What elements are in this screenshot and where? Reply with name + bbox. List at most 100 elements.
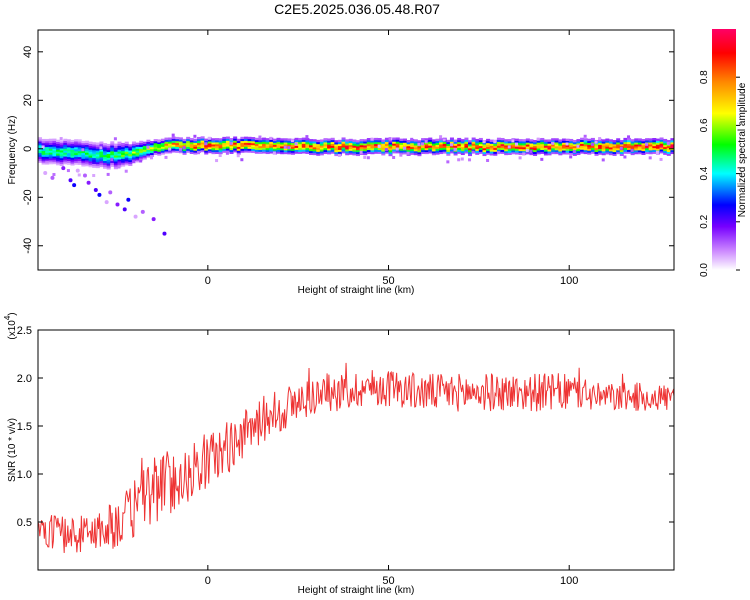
heatmap-cell — [84, 162, 89, 165]
heatmap-cell — [337, 139, 342, 143]
heatmap-cell — [92, 153, 97, 157]
heatmap-cell — [218, 147, 223, 151]
colorbar: 0.00.20.40.60.8 Normalized spectral ampl… — [699, 29, 748, 277]
heatmap-cell — [106, 143, 111, 147]
heatmap-cell — [648, 138, 653, 141]
heatmap-cell — [554, 151, 559, 155]
heatmap-cell — [370, 149, 375, 153]
heatmap-cell — [287, 142, 292, 145]
heatmap-cell — [258, 145, 263, 149]
heatmap-cell — [287, 152, 292, 155]
heatmap-cell — [439, 140, 444, 143]
heatmap-cell — [106, 157, 111, 160]
heatmap-cell — [363, 147, 368, 150]
heatmap-cell — [193, 134, 197, 138]
heatmap-cell — [515, 148, 520, 151]
heatmap-cell — [207, 145, 212, 148]
heatmap-cell — [569, 142, 574, 146]
heatmap-scatter-point — [97, 192, 102, 197]
heatmap-cell — [48, 150, 53, 153]
heatmap-cell — [121, 154, 126, 157]
heatmap-cell — [294, 137, 299, 141]
heatmap-cell — [356, 144, 361, 147]
heatmap-cell — [449, 139, 454, 142]
heatmap-cell — [424, 145, 429, 149]
heatmap-cell — [117, 155, 122, 158]
heatmap-cell — [164, 143, 169, 146]
heatmap-cell — [500, 139, 505, 143]
heatmap-cell — [670, 151, 675, 155]
heatmap-cell — [283, 145, 287, 149]
heatmap-cell — [309, 142, 314, 146]
heatmap-cell — [666, 151, 671, 154]
heatmap-cell — [395, 141, 400, 144]
heatmap-cell — [236, 148, 241, 151]
heatmap-cell — [316, 147, 321, 150]
heatmap-cell — [103, 148, 108, 152]
heatmap-cell — [356, 147, 361, 151]
heatmap-cell — [511, 144, 516, 147]
heatmap-cell — [77, 139, 82, 142]
heatmap-cell — [337, 147, 342, 150]
heatmap-cell — [493, 147, 498, 150]
heatmap-cell — [312, 139, 317, 142]
spectrogram-x-ticks: 0 50 100 — [205, 30, 578, 287]
heatmap-cell — [486, 140, 491, 144]
heatmap-cell — [287, 138, 292, 141]
heatmap-cell — [551, 149, 556, 153]
heatmap-cell — [533, 153, 538, 156]
heatmap-scatter-point — [61, 166, 66, 171]
heatmap-cell — [99, 155, 104, 158]
heatmap-cell — [186, 140, 191, 144]
heatmap-cell — [504, 146, 509, 150]
heatmap-cell — [536, 137, 540, 141]
heatmap-cell — [496, 143, 501, 146]
heatmap-cell — [128, 150, 133, 153]
heatmap-cell — [352, 143, 357, 146]
heatmap-cell — [95, 148, 100, 151]
heatmap-cell — [327, 146, 332, 149]
heatmap-cell — [352, 153, 357, 156]
heatmap-cell — [290, 142, 295, 146]
heatmap-cell — [525, 146, 530, 149]
heatmap-cell — [171, 144, 176, 147]
spectrogram-frame — [37, 29, 675, 271]
heatmap-cell — [500, 145, 505, 149]
heatmap-cell — [580, 143, 585, 146]
heatmap-cell — [298, 141, 303, 145]
heatmap-cell — [168, 143, 173, 146]
heatmap-cell — [612, 153, 617, 156]
heatmap-cell — [518, 142, 523, 146]
heatmap-cell — [525, 142, 530, 145]
heatmap-cell — [601, 158, 605, 162]
heatmap-cell — [482, 142, 487, 145]
heatmap-cell — [565, 150, 570, 153]
heatmap-cell — [106, 167, 111, 170]
heatmap-cell — [377, 138, 382, 141]
heatmap-cell — [558, 152, 563, 156]
heatmap-cell — [41, 150, 46, 153]
heatmap-cell — [305, 138, 310, 141]
heatmap-cell — [312, 152, 317, 156]
heatmap-cell — [229, 145, 234, 149]
heatmap-cell — [551, 140, 556, 143]
heatmap-cell — [305, 143, 310, 147]
heatmap-cell — [146, 145, 150, 149]
heatmap-cell — [659, 139, 664, 142]
heatmap-cell — [262, 143, 267, 146]
heatmap-cell — [103, 156, 108, 160]
spectrogram-y-tick-label: -20 — [22, 189, 34, 205]
heatmap-cell — [334, 153, 339, 157]
heatmap-cell — [131, 141, 136, 144]
heatmap-cell — [590, 145, 595, 149]
heatmap-cell — [348, 150, 353, 153]
heatmap-cell — [131, 147, 136, 150]
heatmap-cell — [583, 147, 588, 151]
heatmap-cell — [103, 166, 108, 169]
heatmap-cell — [395, 137, 400, 140]
heatmap-cell — [139, 152, 144, 155]
heatmap-cell — [439, 142, 444, 145]
heatmap-cell — [666, 149, 671, 152]
heatmap-cell — [489, 143, 494, 146]
heatmap-cell — [66, 148, 71, 152]
